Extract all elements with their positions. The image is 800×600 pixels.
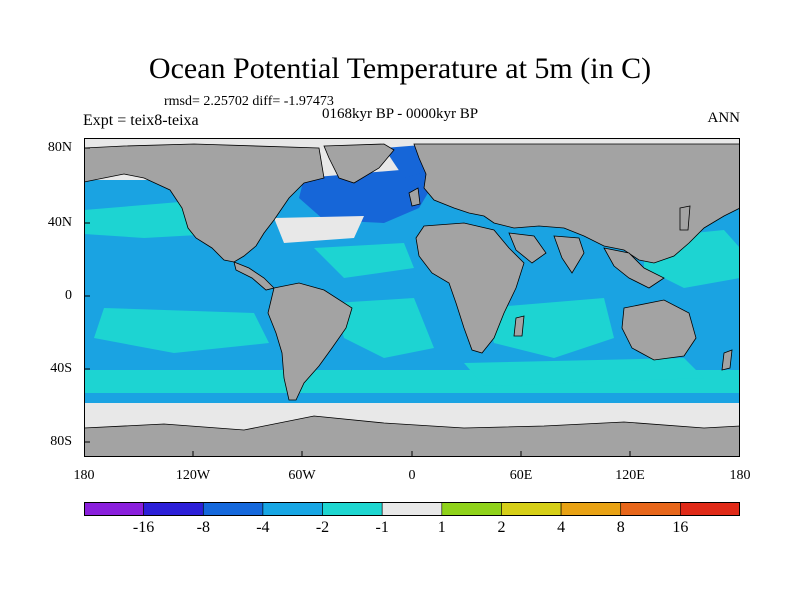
new-zealand-land <box>721 349 733 371</box>
southeast-asia-land <box>603 247 665 289</box>
lat-label-0: 0 <box>65 288 72 303</box>
colorbar-box <box>84 502 144 516</box>
south-america-land <box>267 282 353 401</box>
lat-label-40n: 40N <box>47 215 72 230</box>
south-indian-warm-band <box>464 358 704 386</box>
africa-land <box>415 222 525 354</box>
australia-land <box>621 299 697 361</box>
lon-label-120e: 120E <box>615 468 645 483</box>
south-pacific-warm-patch <box>94 308 269 353</box>
colorbar-label: -8 <box>196 519 210 536</box>
colorbar-box <box>381 502 443 516</box>
colorbar-label: 4 <box>557 519 566 536</box>
colorbar-box <box>202 502 264 516</box>
gulf-stream-warm-patch <box>274 216 364 243</box>
lon-label-180w: 180 <box>73 468 95 483</box>
lon-label-120w: 120W <box>175 468 211 483</box>
ocean-temperature-map <box>84 138 740 457</box>
colorbar-label: 2 <box>497 519 506 536</box>
south-atlantic-warm-patch <box>334 298 434 358</box>
lat-label-80n: 80N <box>47 140 72 155</box>
colorbar-label: -4 <box>256 519 270 536</box>
colorbar-box <box>262 502 323 516</box>
colorbar-box <box>501 502 562 516</box>
india-land <box>553 235 585 274</box>
arabia-land <box>508 232 547 264</box>
lon-label-180e: 180 <box>729 468 751 483</box>
greenland-land <box>323 143 395 184</box>
lon-label-60w: 60W <box>288 468 316 483</box>
period-text: 0168kyr BP - 0000kyr BP <box>322 106 479 122</box>
colorbar-box <box>620 502 681 516</box>
colorbar-frame <box>84 502 740 516</box>
europe-asia-land <box>413 143 740 264</box>
japan-land <box>679 205 691 231</box>
colorbar-box <box>560 502 622 516</box>
colorbar-box <box>322 502 383 516</box>
colorbar-label: -1 <box>375 519 389 536</box>
colorbar-label: -16 <box>132 519 155 536</box>
map-title: Ocean Potential Temperature at 5m (in C) <box>148 52 652 85</box>
colorbar <box>84 502 740 516</box>
experiment-label: Expt = teix8-teixa <box>83 112 199 129</box>
season-label: ANN <box>707 110 741 126</box>
north-atlantic-cold-patch <box>299 168 434 223</box>
lon-label-60e: 60E <box>509 468 533 483</box>
colorbar-box <box>143 502 204 516</box>
indian-ocean-warm-patch <box>484 298 614 358</box>
stats-text: rmsd= 2.25702 diff= -1.97473 <box>164 94 334 109</box>
colorbar-box <box>680 502 740 516</box>
colorbar-label: 8 <box>616 519 625 536</box>
madagascar-land <box>513 315 525 337</box>
southern-ice-edge-band <box>84 393 740 403</box>
colorbar-label: -2 <box>315 519 330 536</box>
colorbar-box <box>441 502 502 516</box>
tropical-atlantic-warm-patch <box>314 243 414 278</box>
colorbar-label: 1 <box>437 519 446 536</box>
uk-land <box>408 187 421 207</box>
central-america-land <box>233 261 275 291</box>
antarctica-land <box>84 415 740 457</box>
colorbar-label: 16 <box>672 519 689 536</box>
lat-label-80s: 80S <box>50 434 72 449</box>
lon-label-0: 0 <box>408 468 416 483</box>
lat-label-40s: 40S <box>50 361 72 376</box>
